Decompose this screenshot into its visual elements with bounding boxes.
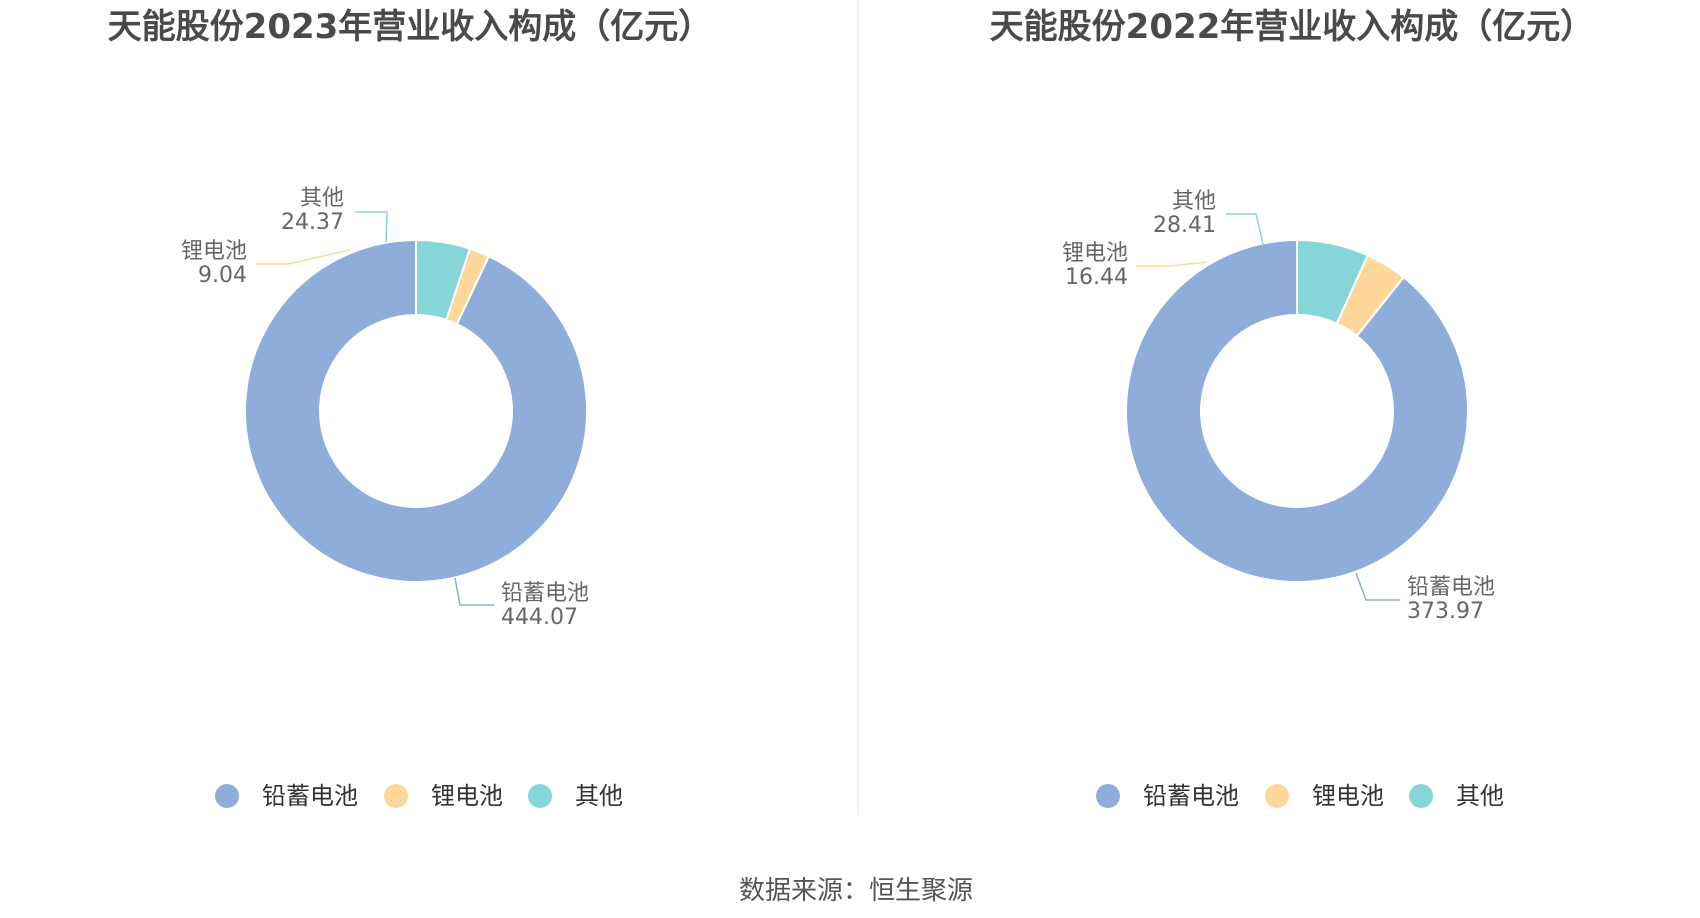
slice-labels-2022: 其他 28.41 锂电池 16.44 铅蓄电池 373.97 <box>1062 189 1495 624</box>
data-source: 数据来源：恒生聚源 <box>739 876 973 906</box>
legend-2022: 铅蓄电池 锂电池 其他 <box>1096 782 1504 810</box>
legend-swatch-lead-acid-2022[interactable] <box>1096 784 1120 808</box>
slice-value-other-2022: 28.41 <box>1153 213 1216 238</box>
legend-swatch-other-2023[interactable] <box>528 784 552 808</box>
slice-label-other-2023: 其他 <box>300 186 344 211</box>
slice-label-lithium-2023: 锂电池 <box>181 239 247 264</box>
legend-label-lead-acid-2022[interactable]: 铅蓄电池 <box>1143 782 1239 810</box>
legend-label-other-2022[interactable]: 其他 <box>1456 782 1504 810</box>
slice-other-2023[interactable] <box>415 238 472 322</box>
legend-swatch-lithium-2022[interactable] <box>1265 784 1289 808</box>
legend-label-lead-acid-2023[interactable]: 铅蓄电池 <box>262 782 358 810</box>
leader-line-lead-acid-2023 <box>454 577 494 606</box>
chart-title-2023: 天能股份2023年营业收入构成（亿元） <box>108 7 713 47</box>
slice-value-lithium-2023: 9.04 <box>198 263 247 288</box>
chart-2022: 天能股份2022年营业收入构成（亿元） 其他 28.41 锂电池 16.44 铅… <box>990 7 1595 810</box>
legend-2023: 铅蓄电池 锂电池 其他 <box>215 782 623 810</box>
leader-line-lithium-2022 <box>1136 261 1208 267</box>
legend-swatch-lithium-2023[interactable] <box>384 784 408 808</box>
leader-line-other-2022 <box>1226 213 1264 245</box>
slice-label-lead-acid-2022: 铅蓄电池 <box>1407 575 1495 600</box>
donut-2023 <box>244 238 588 583</box>
leader-line-lithium-2023 <box>255 249 351 265</box>
slice-other-2022[interactable] <box>1296 238 1370 325</box>
slice-lithium-2022[interactable] <box>1335 253 1405 338</box>
slice-label-lead-acid-2023: 铅蓄电池 <box>501 581 589 606</box>
chart-title-2022: 天能股份2022年营业收入构成（亿元） <box>990 7 1595 47</box>
slice-value-lead-acid-2022: 373.97 <box>1407 599 1484 624</box>
legend-label-lithium-2022[interactable]: 锂电池 <box>1312 782 1384 810</box>
slice-lead-acid-2022[interactable] <box>1125 238 1469 583</box>
legend-swatch-lead-acid-2023[interactable] <box>215 784 239 808</box>
legend-swatch-other-2022[interactable] <box>1409 784 1433 808</box>
slice-value-lithium-2022: 16.44 <box>1065 265 1128 290</box>
slice-label-lithium-2022: 锂电池 <box>1062 241 1128 266</box>
slice-lead-acid-2023[interactable] <box>244 238 588 583</box>
slice-value-lead-acid-2023: 444.07 <box>501 605 578 630</box>
legend-label-other-2023[interactable]: 其他 <box>575 782 623 810</box>
chart-2023: 天能股份2023年营业收入构成（亿元） 其他 24.37 锂电池 9.04 铅蓄… <box>108 7 713 810</box>
slice-label-other-2022: 其他 <box>1172 189 1216 214</box>
donut-2022 <box>1125 238 1469 583</box>
slice-labels-2023: 其他 24.37 锂电池 9.04 铅蓄电池 444.07 <box>181 186 589 630</box>
leader-line-other-2023 <box>355 211 388 243</box>
legend-label-lithium-2023[interactable]: 锂电池 <box>431 782 503 810</box>
leader-line-lead-acid-2022 <box>1355 572 1400 601</box>
slice-value-other-2023: 24.37 <box>281 210 344 235</box>
